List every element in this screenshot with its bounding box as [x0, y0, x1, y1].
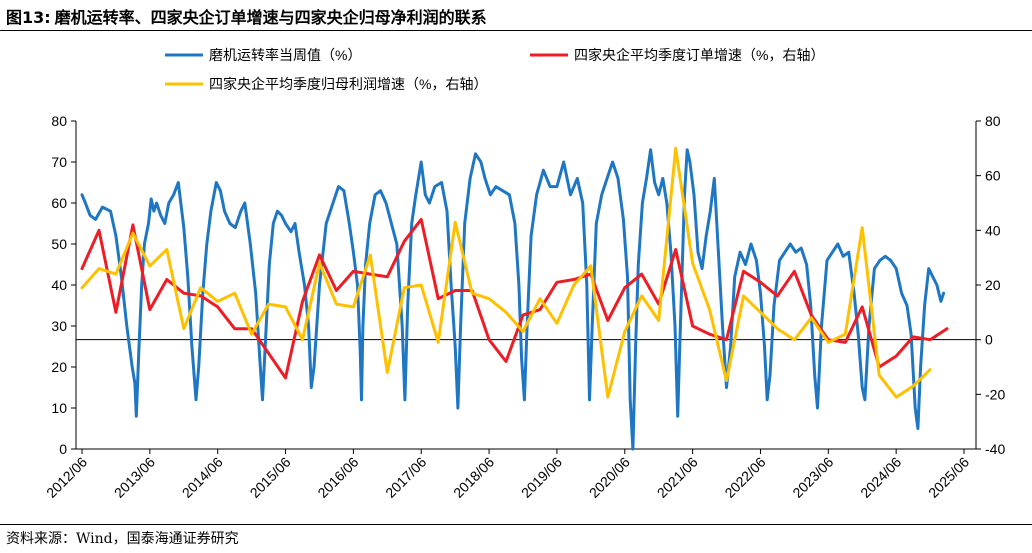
legend: 磨机运转率当周值（%） 四家央企平均季度订单增速（%，右轴） 四家央企平均季度归母利… — [165, 47, 824, 92]
x-tick-label: 2018/06 — [450, 454, 497, 501]
source-note: 资料来源：Wind，国泰海通证券研究 — [6, 531, 239, 547]
y-right-tick-label: 80 — [985, 113, 1001, 129]
legend-label-2: 四家央企平均季度订单增速（%，右轴） — [574, 47, 824, 63]
x-tick-label: 2017/06 — [382, 454, 429, 501]
y-left-tick-label: 50 — [51, 236, 67, 252]
y-left-tick-label: 10 — [51, 400, 67, 416]
y-left-tick-label: 20 — [51, 359, 67, 375]
line-chart: 0 10 20 30 40 50 60 70 80 -40 -20 0 20 40 60 80 2012/06 2… — [43, 47, 1005, 501]
y-left-tick-label: 70 — [51, 154, 67, 170]
x-tick-label: 2024/06 — [857, 454, 904, 501]
y-left-tick-label: 40 — [51, 277, 67, 293]
y-right-tick-label: 40 — [985, 222, 1001, 238]
figure-title: 磨机运转率、四家央企订单增速与四家央企归母净利润的联系 — [54, 8, 487, 27]
y-right-tick-label: -40 — [985, 441, 1005, 457]
x-tick-label: 2015/06 — [247, 454, 294, 501]
legend-label-1: 磨机运转率当周值（%） — [209, 47, 361, 63]
x-tick-label: 2013/06 — [111, 454, 158, 501]
x-tick-label: 2014/06 — [179, 454, 226, 501]
series-line-2 — [80, 217, 949, 380]
y-left-tick-label: 60 — [51, 195, 67, 211]
x-tick-label: 2019/06 — [518, 454, 565, 501]
y-left-tick-label: 80 — [51, 113, 67, 129]
x-tick-label: 2016/06 — [314, 454, 361, 501]
y-right-tick-label: 60 — [985, 168, 1001, 184]
x-tick-label: 2021/06 — [654, 454, 701, 501]
source-rule — [0, 524, 1032, 525]
x-tick-label: 2025/06 — [925, 454, 972, 501]
x-tick-label: 2020/06 — [586, 454, 633, 501]
y-right-tick-label: 0 — [985, 332, 993, 348]
series-line-3 — [80, 146, 932, 399]
y-left-tick-label: 0 — [59, 441, 67, 457]
x-tick-label: 2023/06 — [789, 454, 836, 501]
x-tick-label: 2012/06 — [43, 454, 90, 501]
y-right-tick-label: -20 — [985, 386, 1005, 402]
y-right-tick-label: 20 — [985, 277, 1001, 293]
series-layer — [80, 146, 949, 451]
x-tick-label: 2022/06 — [721, 454, 768, 501]
legend-label-3: 四家央企平均季度归母利润增速（%，右轴） — [209, 76, 487, 92]
y-left-tick-label: 30 — [51, 318, 67, 334]
title-rule — [0, 30, 1032, 31]
series-line-1 — [80, 148, 946, 451]
chart-title: 图13: 磨机运转率、四家央企订单增速与四家央企归母净利润的联系 — [6, 4, 487, 28]
figure-label: 图13: — [6, 8, 51, 27]
